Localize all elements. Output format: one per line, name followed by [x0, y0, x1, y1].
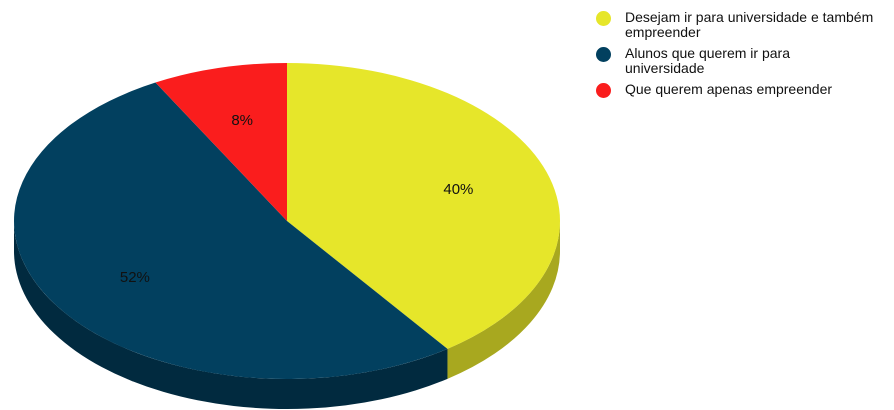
- slice-value-label-0: 40%: [443, 181, 473, 198]
- slice-value-label-1: 52%: [120, 269, 150, 286]
- legend-item-apenas-empreender: Que querem apenas empreender: [596, 82, 892, 98]
- legend-swatch: [596, 83, 611, 98]
- legend-swatch: [596, 47, 611, 62]
- pie-3d-sides: [14, 221, 560, 409]
- pie-slice-1: [14, 82, 448, 379]
- pie-slice-0: [287, 63, 560, 349]
- pie-slices: [14, 63, 560, 379]
- slice-value-label-2: 8%: [231, 112, 253, 129]
- pie-value-labels: 40% 52% 8%: [120, 112, 474, 286]
- legend-item-universidade: Alunos que querem ir para universidade: [596, 46, 892, 76]
- legend-swatch: [596, 11, 611, 26]
- legend-label: Alunos que querem ir para universidade: [625, 45, 790, 76]
- pie-side-0: [447, 221, 560, 379]
- pie-slice-2: [155, 63, 287, 221]
- legend: Desejam ir para universidade e também em…: [596, 10, 892, 104]
- legend-label: Desejam ir para universidade e também em…: [625, 9, 874, 40]
- legend-item-universidade-e-empreender: Desejam ir para universidade e também em…: [596, 10, 892, 40]
- pie-side-1: [14, 221, 448, 409]
- legend-label: Que querem apenas empreender: [625, 81, 833, 97]
